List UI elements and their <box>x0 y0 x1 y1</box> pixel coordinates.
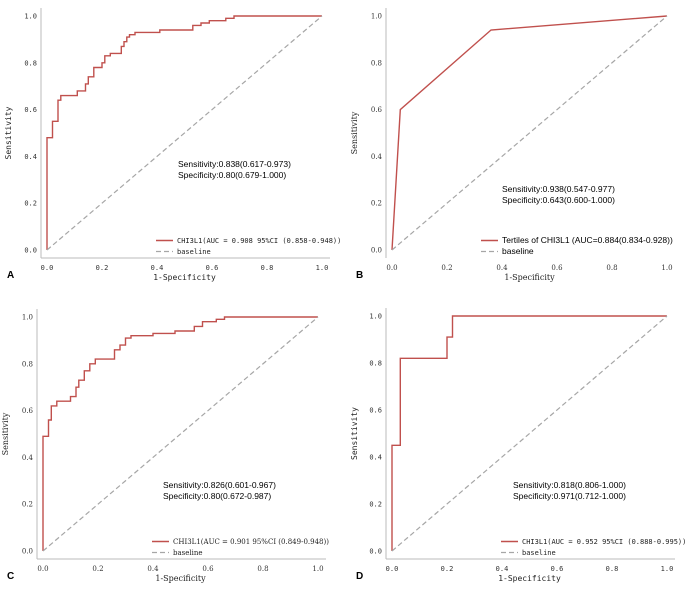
annotation-text: Sensitivity:0.818(0.806-1.000) <box>513 480 626 490</box>
x-tick-label: 0.4 <box>496 565 509 573</box>
legend: Tertiles of CHI3L1 (AUC=0.884(0.834-0.92… <box>481 235 673 256</box>
y-tick-label: 0.6 <box>371 106 383 114</box>
y-tick-label: 0.4 <box>369 454 382 462</box>
x-tick-label: 0.6 <box>551 264 563 272</box>
roc-panel-a: 0.0 0.2 0.4 0.6 0.8 1.0 0.0 0.2 0.4 0.6 0.8 1.0 1-Sp… <box>4 8 341 282</box>
roc-curve <box>46 15 322 250</box>
legend: CHI3L1(AUC = 0.952 95%CI (0.888-0.995)) b… <box>501 538 685 557</box>
x-axis-label: 1-Specificity <box>153 273 216 282</box>
x-tick-label: 0.6 <box>202 565 214 573</box>
annotation-text: Sensitivity:0.826(0.601-0.967) <box>163 480 276 490</box>
x-tick-label: 0.8 <box>606 565 619 573</box>
y-axis-label: Sensitivity <box>350 407 359 460</box>
legend-baseline-label: baseline <box>173 549 203 557</box>
y-tick-label: 0.0 <box>24 247 37 255</box>
panel-label: A <box>7 270 14 281</box>
x-tick-label: 0.0 <box>386 565 399 573</box>
y-tick-label: 0.6 <box>369 407 382 415</box>
annotation-text: Specificity:0.80(0.672-0.987) <box>163 491 271 501</box>
legend-baseline-label: baseline <box>502 246 534 256</box>
y-tick-label: 0.6 <box>22 407 34 415</box>
y-tick-label: 0.2 <box>369 501 382 509</box>
annotation-text: Specificity:0.80(0.679-1.000) <box>178 170 286 180</box>
y-tick-label: 0.2 <box>371 200 382 208</box>
x-axis-label: 1-Specificity <box>504 273 555 282</box>
y-tick-label: 0.0 <box>371 247 382 255</box>
y-tick-label: 0.4 <box>371 153 383 161</box>
baseline-line <box>391 15 668 251</box>
x-tick-label: 1.0 <box>316 264 329 272</box>
y-tick-label: 1.0 <box>369 313 382 321</box>
roc-curve <box>391 315 667 551</box>
y-tick-label: 0.0 <box>369 548 382 556</box>
legend-baseline-label: baseline <box>177 248 211 256</box>
y-tick-label: 0.8 <box>369 360 382 368</box>
panel-label: C <box>7 571 14 582</box>
y-axis-label: Sensitivity <box>4 106 13 159</box>
x-tick-label: 0.2 <box>441 565 454 573</box>
x-tick-label: 0.6 <box>206 264 219 272</box>
legend-roc-label: CHI3L1(AUC = 0.901 95%CI (0.849-0.948)) <box>173 538 329 546</box>
x-tick-label: 0.0 <box>37 565 48 573</box>
baseline-line <box>42 316 319 552</box>
x-tick-label: 0.8 <box>606 264 617 272</box>
x-tick-label: 1.0 <box>312 565 323 573</box>
x-tick-label: 0.8 <box>257 565 268 573</box>
baseline-line <box>46 15 323 251</box>
x-tick-label: 1.0 <box>661 264 672 272</box>
y-tick-label: 0.0 <box>22 548 33 556</box>
legend-roc-label: CHI3L1(AUC = 0.908 95%CI (0.858-0.948)) <box>177 237 341 245</box>
x-tick-label: 0.4 <box>151 264 164 272</box>
annotation-text: Sensitivity:0.938(0.547-0.977) <box>502 184 615 194</box>
legend-baseline-label: baseline <box>522 549 556 557</box>
x-tick-label: 0.8 <box>261 264 274 272</box>
legend: CHI3L1(AUC = 0.901 95%CI (0.849-0.948)) b… <box>152 538 329 557</box>
x-tick-label: 0.0 <box>386 264 397 272</box>
baseline-line <box>391 315 668 552</box>
roc-curve <box>42 316 318 551</box>
y-tick-label: 1.0 <box>371 13 382 21</box>
annotation-text: Specificity:0.643(0.600-1.000) <box>502 195 615 205</box>
x-tick-label: 0.6 <box>551 565 564 573</box>
roc-panel-d: 0.0 0.2 0.4 0.6 0.8 1.0 0.0 0.2 0.4 0.6 0.8 1.0 1-Sp… <box>350 308 685 583</box>
annotation-text: Specificity:0.971(0.712-1.000) <box>513 491 626 501</box>
y-tick-label: 0.4 <box>22 454 34 462</box>
legend: CHI3L1(AUC = 0.908 95%CI (0.858-0.948)) b… <box>156 237 341 256</box>
y-tick-label: 0.6 <box>24 106 37 114</box>
y-tick-label: 1.0 <box>22 314 33 322</box>
panel-label: D <box>356 571 363 582</box>
x-tick-label: 1.0 <box>661 565 674 573</box>
roc-panel-c: 0.0 0.2 0.4 0.6 0.8 1.0 0.0 0.2 0.4 0.6 0.8 1.0 1-Sp… <box>1 309 329 583</box>
roc-curve <box>391 15 668 251</box>
panel-label: B <box>356 270 363 281</box>
x-tick-label: 0.2 <box>96 264 109 272</box>
x-axis-label: 1-Specificity <box>155 574 206 583</box>
x-tick-label: 0.0 <box>41 264 54 272</box>
x-tick-label: 0.2 <box>441 264 452 272</box>
x-tick-label: 0.4 <box>147 565 159 573</box>
y-axis-label: Sensitivity <box>1 412 10 455</box>
y-tick-label: 0.8 <box>371 59 382 67</box>
y-tick-label: 1.0 <box>24 13 37 21</box>
y-tick-label: 0.2 <box>24 200 37 208</box>
annotation-text: Sensitivity:0.838(0.617-0.973) <box>178 159 291 169</box>
y-tick-label: 0.2 <box>22 501 33 509</box>
y-tick-label: 0.8 <box>24 59 37 67</box>
y-axis-label: Sensitivity <box>350 111 359 154</box>
legend-roc-label: CHI3L1(AUC = 0.952 95%CI (0.888-0.995)) <box>522 538 685 546</box>
roc-panel-b: 0.0 0.2 0.4 0.6 0.8 1.0 0.0 0.2 0.4 0.6 0.8 1.0 1-Sp… <box>350 8 673 282</box>
y-tick-label: 0.8 <box>22 360 33 368</box>
x-tick-label: 0.2 <box>92 565 103 573</box>
legend-roc-label: Tertiles of CHI3L1 (AUC=0.884(0.834-0.92… <box>502 235 673 245</box>
x-axis-label: 1-Specificity <box>498 574 561 583</box>
x-tick-label: 0.4 <box>496 264 508 272</box>
y-tick-label: 0.4 <box>24 153 37 161</box>
